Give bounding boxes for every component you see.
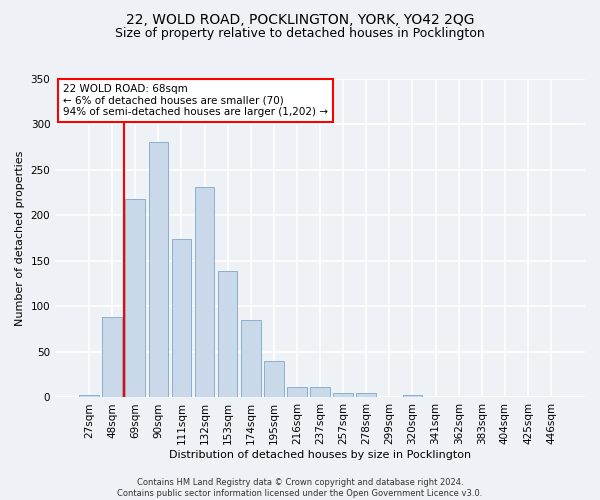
Bar <box>195 188 214 398</box>
Text: Contains HM Land Registry data © Crown copyright and database right 2024.
Contai: Contains HM Land Registry data © Crown c… <box>118 478 482 498</box>
Bar <box>264 361 284 398</box>
Bar <box>310 386 330 398</box>
Bar <box>334 393 353 398</box>
Text: Size of property relative to detached houses in Pocklington: Size of property relative to detached ho… <box>115 28 485 40</box>
Bar <box>103 318 122 398</box>
Text: 22, WOLD ROAD, POCKLINGTON, YORK, YO42 2QG: 22, WOLD ROAD, POCKLINGTON, YORK, YO42 2… <box>126 12 474 26</box>
Bar <box>218 271 238 398</box>
Y-axis label: Number of detached properties: Number of detached properties <box>15 150 25 326</box>
Bar <box>287 386 307 398</box>
Bar <box>149 142 168 398</box>
Bar <box>403 394 422 398</box>
Bar <box>241 320 260 398</box>
Bar <box>79 394 99 398</box>
X-axis label: Distribution of detached houses by size in Pocklington: Distribution of detached houses by size … <box>169 450 471 460</box>
Bar <box>449 396 469 398</box>
Bar <box>518 396 538 398</box>
Bar <box>125 199 145 398</box>
Bar <box>172 239 191 398</box>
Text: 22 WOLD ROAD: 68sqm
← 6% of detached houses are smaller (70)
94% of semi-detache: 22 WOLD ROAD: 68sqm ← 6% of detached hou… <box>63 84 328 117</box>
Bar <box>356 393 376 398</box>
